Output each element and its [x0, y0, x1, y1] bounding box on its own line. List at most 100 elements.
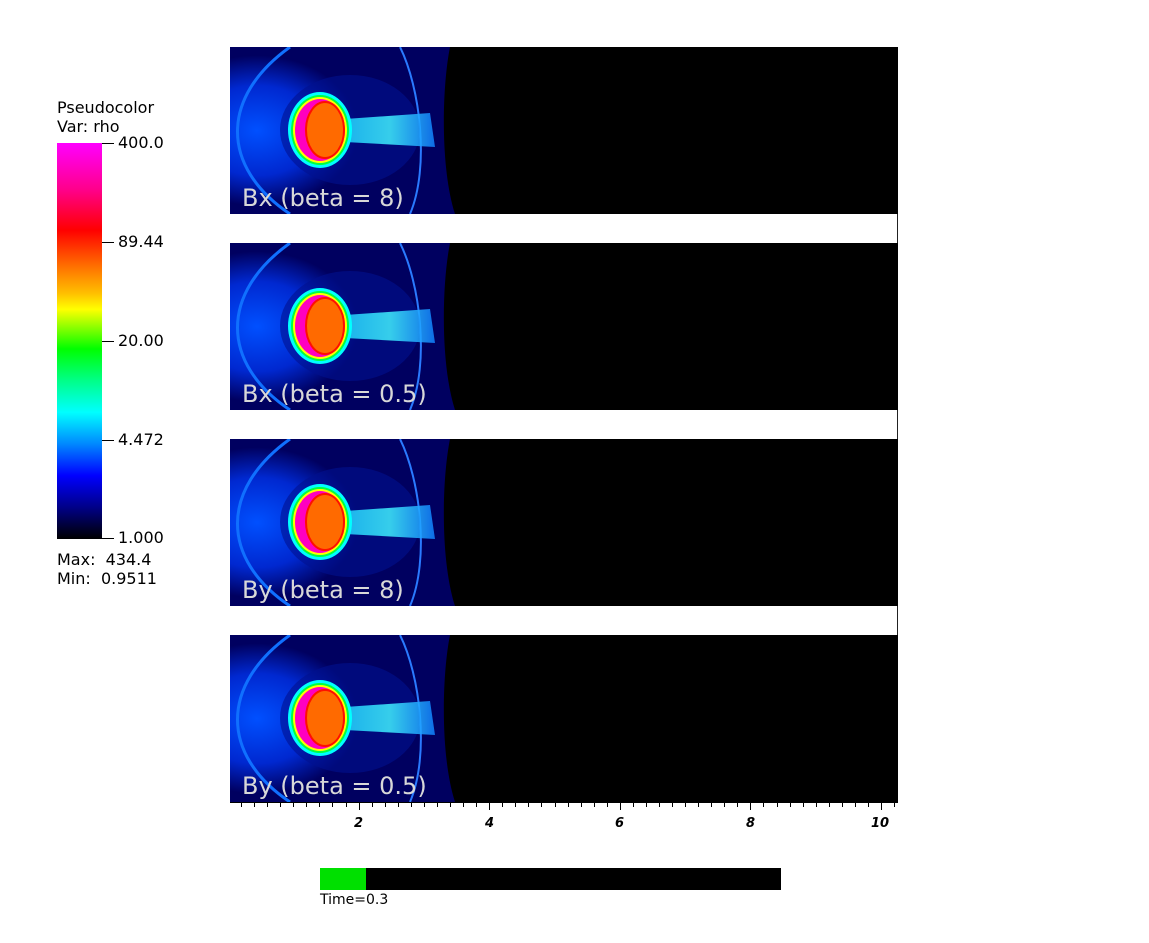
x-tick — [241, 803, 243, 807]
x-tick-label: 10 — [871, 816, 890, 831]
x-tick — [672, 803, 674, 807]
x-tick — [685, 803, 687, 807]
density-field — [230, 439, 455, 606]
simulation-panel: Bx (beta = 0.5) — [230, 243, 898, 410]
data-min: Min: 0.9511 — [57, 569, 157, 588]
bow-shock — [236, 635, 291, 802]
bow-shock — [236, 439, 291, 606]
x-tick-label: 8 — [746, 816, 756, 831]
x-tick-label: 2 — [354, 816, 364, 831]
x-tick — [450, 803, 452, 807]
bow-shock — [236, 243, 291, 410]
simulation-panel: By (beta = 0.5) — [230, 635, 898, 802]
simulation-panel: By (beta = 8) — [230, 439, 898, 606]
x-tick — [476, 803, 478, 807]
x-tick — [280, 803, 282, 807]
data-max: Max: 434.4 — [57, 550, 152, 569]
x-tick — [410, 803, 412, 807]
x-tick — [267, 803, 269, 807]
colorbar-label: 89.44 — [118, 232, 164, 251]
colorbar-label-min: 1.000 — [118, 528, 164, 547]
x-tick — [737, 803, 739, 807]
colorbar-tick — [102, 242, 114, 243]
x-tick — [750, 803, 752, 810]
x-tick — [541, 803, 543, 807]
colorbar-tick — [102, 440, 114, 441]
time-label: Time=0.3 — [320, 892, 389, 908]
density-field — [230, 635, 455, 802]
x-tick — [580, 803, 582, 807]
x-tick — [619, 803, 621, 810]
colorbar — [57, 143, 102, 539]
x-tick — [397, 803, 399, 807]
x-tick — [502, 803, 504, 807]
x-tick — [489, 803, 491, 810]
x-tick — [293, 803, 295, 807]
x-axis: 2 4 6 8 10 — [230, 802, 898, 842]
cloud-core — [305, 101, 345, 159]
wake — [345, 309, 435, 343]
x-tick — [854, 803, 856, 807]
x-tick — [593, 803, 595, 807]
x-tick — [645, 803, 647, 807]
x-tick — [515, 803, 517, 807]
colorbar-label: 20.00 — [118, 331, 164, 350]
x-tick — [319, 803, 321, 807]
x-tick — [763, 803, 765, 807]
x-tick — [841, 803, 843, 807]
x-tick-label: 6 — [615, 816, 625, 831]
x-tick — [306, 803, 308, 807]
x-tick — [894, 803, 896, 807]
x-tick — [358, 803, 360, 810]
panel-separator — [230, 410, 898, 439]
x-tick — [724, 803, 726, 807]
colorbar-tick — [102, 538, 114, 539]
panel-label: Bx (beta = 0.5) — [242, 380, 427, 408]
x-tick — [254, 803, 256, 807]
legend-plot-type: Pseudocolor — [57, 98, 155, 117]
panel-label: By (beta = 8) — [242, 576, 404, 604]
cloud-core — [305, 493, 345, 551]
x-tick — [463, 803, 465, 807]
x-tick — [567, 803, 569, 807]
bow-shock — [236, 47, 291, 214]
colorbar-label-max: 400.0 — [118, 133, 164, 152]
colorbar-tick — [102, 143, 114, 144]
time-progress-fill — [320, 868, 367, 890]
x-tick — [776, 803, 778, 807]
x-tick — [881, 803, 882, 810]
colorbar-label: 4.472 — [118, 430, 164, 449]
x-tick — [554, 803, 556, 807]
x-tick — [867, 803, 869, 807]
panel-separator — [230, 214, 898, 243]
density-field — [230, 243, 455, 410]
x-tick — [345, 803, 347, 807]
x-tick — [828, 803, 830, 807]
density-field — [230, 47, 455, 214]
x-tick — [606, 803, 608, 807]
wake — [345, 113, 435, 147]
x-axis-line — [230, 802, 898, 803]
x-tick — [384, 803, 386, 807]
panel-label: Bx (beta = 8) — [242, 184, 404, 212]
cloud-core — [305, 297, 345, 355]
cloud-core — [305, 689, 345, 747]
x-tick — [436, 803, 438, 807]
panel-label: By (beta = 0.5) — [242, 772, 427, 800]
wake — [345, 701, 435, 735]
simulation-panel: Bx (beta = 8) — [230, 47, 898, 214]
x-tick — [711, 803, 713, 807]
legend-variable: Var: rho — [57, 117, 120, 136]
x-tick — [789, 803, 791, 807]
panel-separator — [230, 606, 898, 635]
x-tick — [658, 803, 660, 807]
x-tick — [632, 803, 634, 807]
x-tick — [698, 803, 700, 807]
x-tick — [332, 803, 334, 807]
x-tick-label: 4 — [485, 816, 495, 831]
colorbar-tick — [102, 341, 114, 342]
wake — [345, 505, 435, 539]
x-tick — [802, 803, 804, 807]
x-tick — [423, 803, 425, 807]
x-tick — [371, 803, 373, 807]
